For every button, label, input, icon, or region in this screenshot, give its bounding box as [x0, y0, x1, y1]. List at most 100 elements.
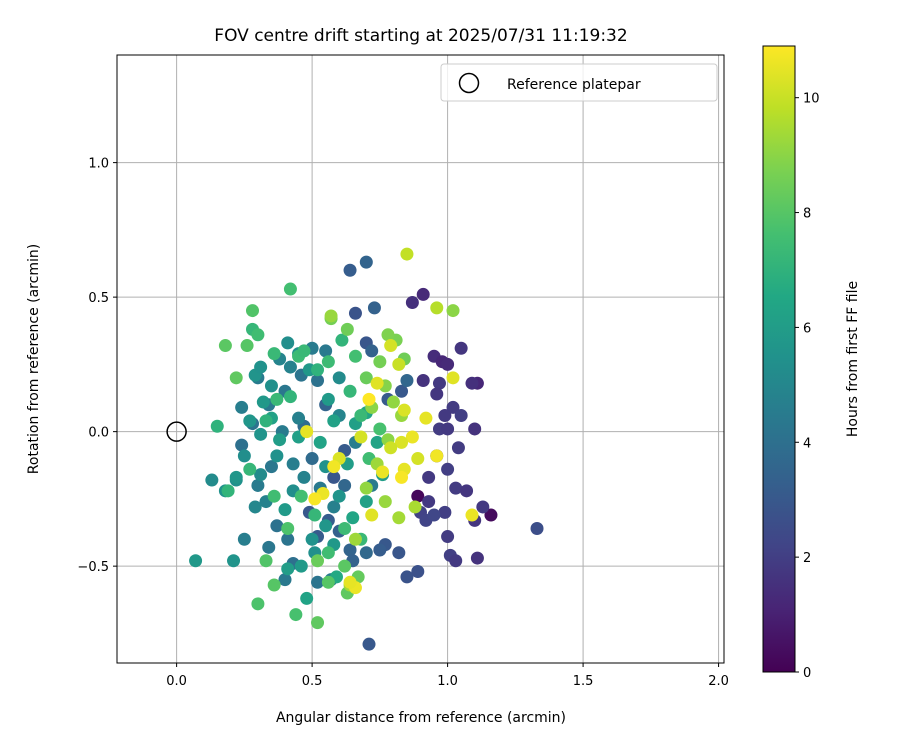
scatter-point: [281, 521, 295, 535]
scatter-point: [392, 511, 406, 525]
scatter-point: [386, 395, 400, 409]
scatter-point: [454, 341, 468, 355]
colorbar-ticks: 0 2 4 6 8 10: [795, 92, 820, 681]
scatter-point: [283, 390, 297, 404]
scatter-point: [441, 462, 455, 476]
scatter-point: [346, 511, 360, 525]
scatter-point: [427, 508, 441, 522]
scatter-point: [264, 460, 278, 474]
scatter-point: [235, 400, 249, 414]
scatter-point: [340, 322, 354, 336]
scatter-point: [468, 422, 482, 436]
scatter-point: [273, 433, 287, 447]
scatter-point: [262, 540, 276, 554]
scatter-point: [359, 255, 373, 269]
scatter-point: [400, 570, 414, 584]
scatter-point: [430, 449, 444, 463]
scatter-point: [411, 489, 425, 503]
y-tick-label: 0.0: [88, 426, 109, 441]
legend-entry-label: Reference platepar: [507, 77, 641, 93]
scatter-point: [248, 500, 262, 514]
scatter-point: [400, 247, 414, 261]
scatter-point: [438, 408, 452, 422]
scatter-point: [392, 357, 406, 371]
colorbar-tick-label: 6: [803, 321, 811, 336]
scatter-point: [267, 489, 281, 503]
scatter-point: [294, 489, 308, 503]
scatter-point: [267, 578, 281, 592]
scatter-point: [292, 411, 306, 425]
scatter-point: [359, 481, 373, 495]
scatter-point: [311, 575, 325, 589]
scatter-point: [311, 554, 325, 568]
scatter-point: [321, 355, 335, 369]
colorbar-tick-label: 0: [803, 666, 811, 681]
scatter-point: [395, 435, 409, 449]
scatter-point: [381, 328, 395, 342]
scatter-point: [205, 473, 219, 487]
y-tick-label: 0.5: [88, 291, 109, 306]
scatter-point: [367, 301, 381, 315]
scatter-point: [332, 489, 346, 503]
scatter-point: [311, 363, 325, 377]
scatter-point: [243, 462, 257, 476]
scatter-point: [254, 427, 268, 441]
scatter-point: [359, 546, 373, 560]
scatter-point: [332, 371, 346, 385]
scatter-point: [229, 470, 243, 484]
scatter-point: [335, 333, 349, 347]
scatter-point: [240, 339, 254, 353]
scatter-point: [289, 608, 303, 622]
colorbar-tick-label: 8: [803, 207, 811, 222]
scatter-point: [446, 304, 460, 318]
scatter-point: [245, 304, 259, 318]
scatter-point: [405, 296, 419, 310]
scatter-point: [259, 554, 273, 568]
scatter-point: [419, 411, 433, 425]
scatter-point: [278, 503, 292, 517]
scatter-point: [405, 430, 419, 444]
scatter-point: [259, 414, 273, 428]
scatter-point: [237, 449, 251, 463]
scatter-point: [530, 521, 544, 535]
scatter-point: [430, 301, 444, 315]
scatter-point: [305, 532, 319, 546]
colorbar: 0 2 4 6 8 10 Hours from first FF file: [762, 45, 861, 681]
scatter-point: [297, 344, 311, 358]
scatter-point: [189, 554, 203, 568]
scatter-point: [254, 360, 268, 374]
scatter-point: [378, 495, 392, 509]
scatter-point: [286, 457, 300, 471]
y-tick-label: 1.0: [88, 157, 109, 172]
x-axis-label: Angular distance from reference (arcmin): [276, 710, 566, 726]
y-axis-ticks: −0.5 0.0 0.5 1.0: [77, 157, 117, 575]
scatter-point: [460, 484, 474, 498]
scatter-point: [362, 637, 376, 651]
scatter-points: [189, 247, 544, 651]
scatter-point: [484, 508, 498, 522]
scatter-point: [283, 282, 297, 296]
scatter-point: [441, 530, 455, 544]
legend-box: [440, 63, 718, 102]
scatter-point: [311, 616, 325, 630]
scatter-point: [321, 392, 335, 406]
scatter-point: [411, 452, 425, 466]
scatter-point: [221, 484, 235, 498]
x-tick-label: 0.5: [302, 674, 323, 689]
scatter-point: [454, 408, 468, 422]
scatter-point: [384, 441, 398, 455]
legend-marker-open-circle: [458, 72, 480, 94]
scatter-point: [476, 500, 490, 514]
scatter-point: [270, 449, 284, 463]
scatter-point: [465, 508, 479, 522]
scatter-point: [254, 468, 268, 482]
legend: Reference platepar: [440, 63, 718, 102]
scatter-point: [264, 379, 278, 393]
scatter-point: [365, 508, 379, 522]
scatter-point: [373, 422, 387, 436]
scatter-point: [251, 597, 265, 611]
scatter-point: [343, 263, 357, 277]
colorbar-tick-label: 2: [803, 551, 811, 566]
colorbar-gradient: [762, 45, 796, 673]
scatter-point: [416, 374, 430, 388]
